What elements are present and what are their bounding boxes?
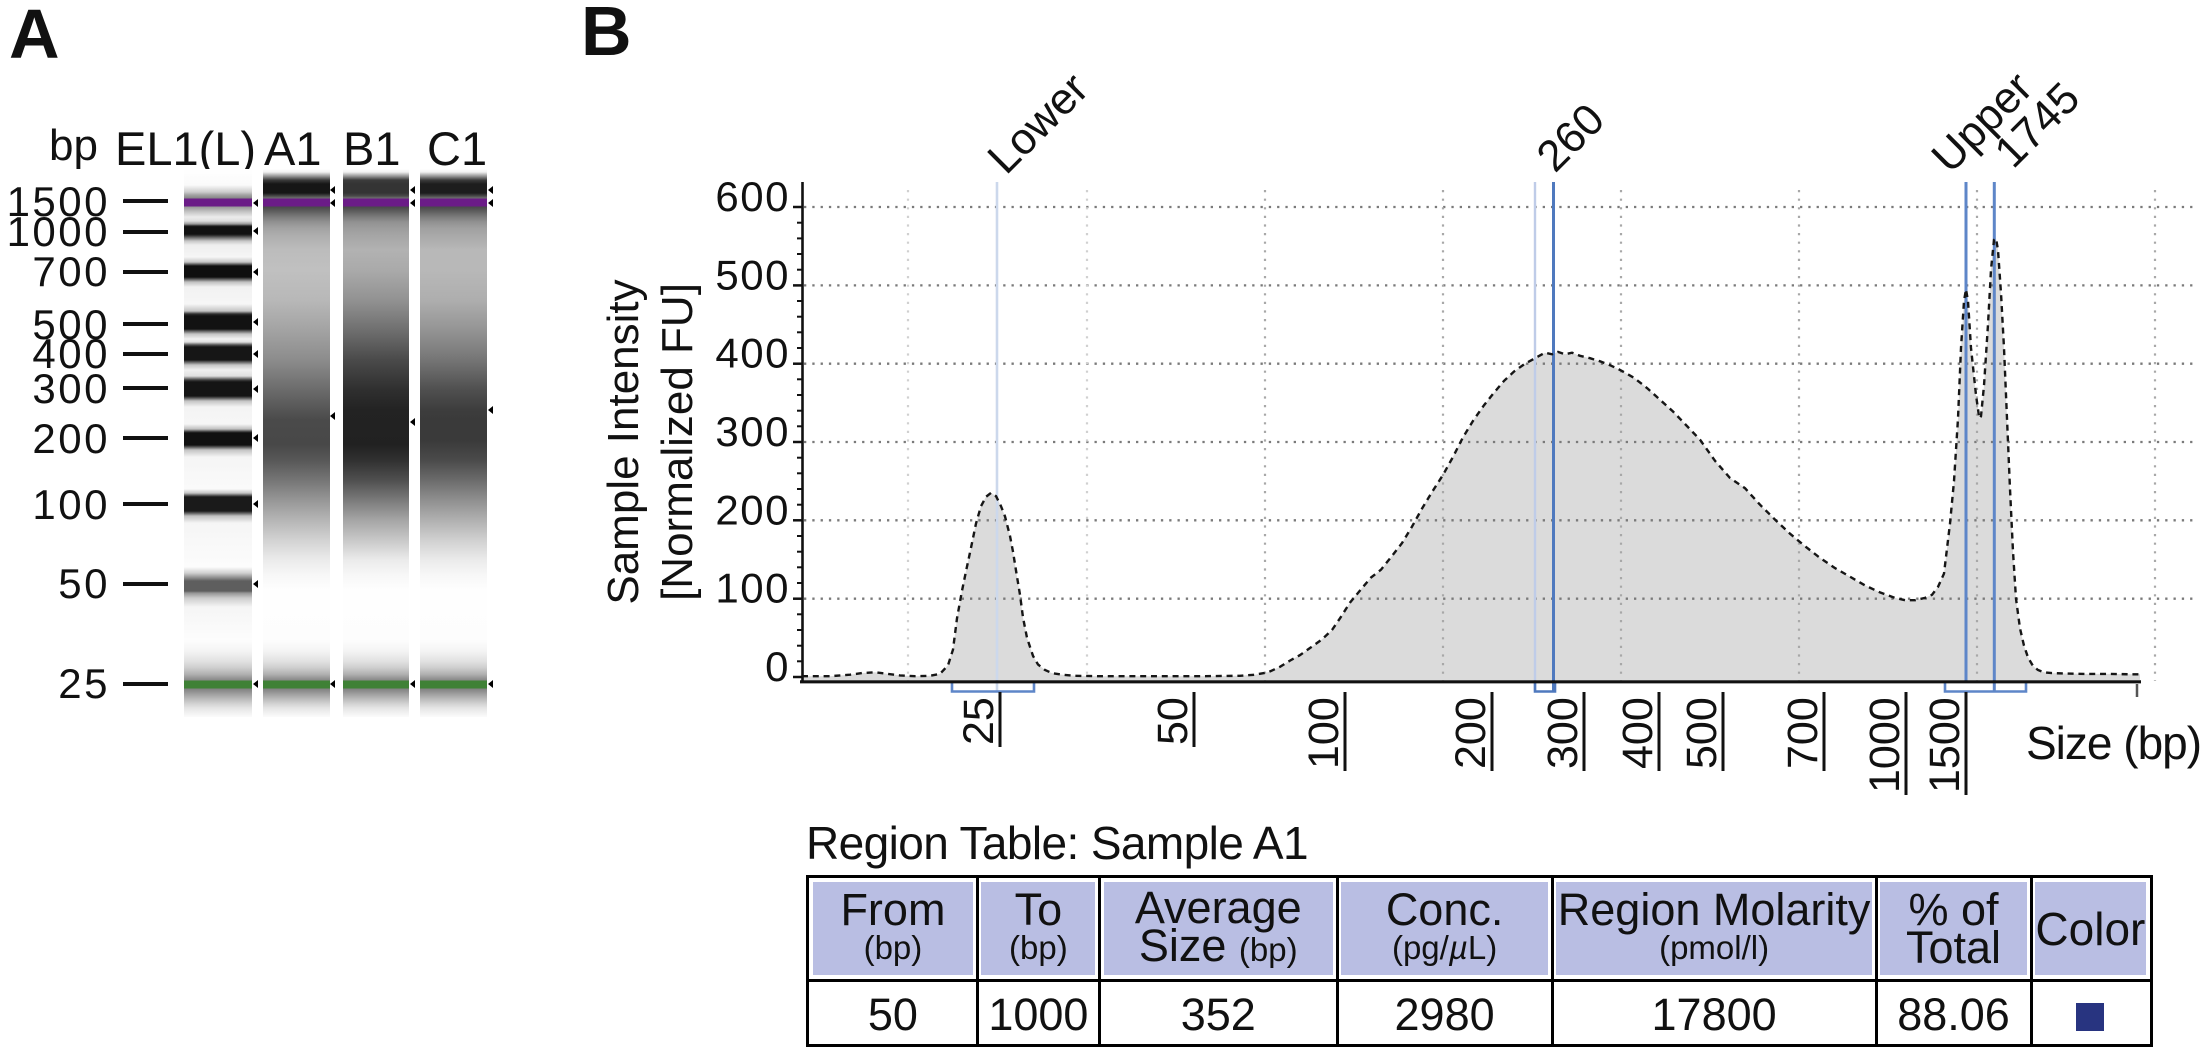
svg-text:200: 200	[1447, 697, 1495, 769]
svg-text:500: 500	[715, 251, 790, 298]
svg-text:400: 400	[1614, 697, 1662, 769]
svg-text:200: 200	[715, 486, 790, 533]
svg-text:700: 700	[1779, 697, 1827, 769]
svg-text:260: 260	[1527, 95, 1614, 182]
svg-text:300: 300	[1539, 697, 1587, 769]
svg-text:50: 50	[1149, 697, 1197, 745]
svg-text:1000: 1000	[1861, 697, 1909, 793]
svg-text:25: 25	[955, 697, 1003, 745]
svg-text:Size (bp): Size (bp)	[2026, 717, 2201, 769]
svg-text:100: 100	[715, 565, 790, 612]
svg-text:0: 0	[765, 643, 790, 690]
svg-text:400: 400	[715, 330, 790, 377]
svg-text:100: 100	[1300, 697, 1348, 769]
svg-text:500: 500	[1678, 697, 1726, 769]
svg-text:Sample Intensity: Sample Intensity	[599, 279, 648, 604]
svg-text:1500: 1500	[1921, 697, 1969, 793]
svg-text:Lower: Lower	[978, 64, 1097, 183]
svg-text:600: 600	[715, 173, 790, 220]
svg-text:300: 300	[715, 408, 790, 455]
svg-text:[Normalized FU]: [Normalized FU]	[653, 283, 702, 601]
